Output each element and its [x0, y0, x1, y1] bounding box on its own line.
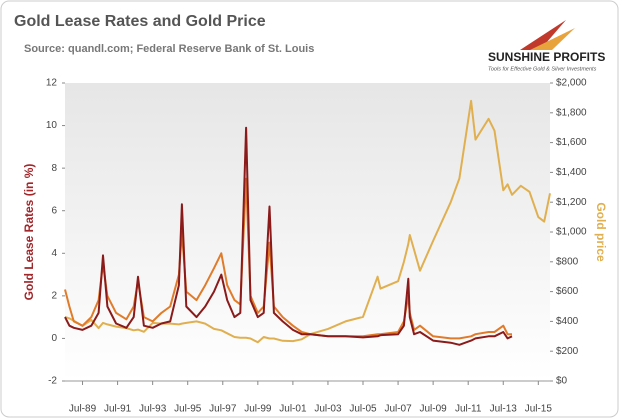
y2-tick-label: $400 [556, 316, 579, 327]
y-tick-label: 6 [51, 205, 57, 216]
y-axis-title: Gold Lease Rates (in %) [22, 164, 36, 301]
y2-tick-label: $1,600 [556, 137, 587, 148]
y-tick-label: 8 [51, 163, 57, 174]
x-tick-label: Jul-89 [69, 404, 97, 415]
y2-tick-label: $800 [556, 256, 579, 267]
logo: SUNSHINE PROFITS Tools for Effective Gol… [488, 20, 605, 72]
y2-tick-label: $2,000 [556, 78, 587, 89]
y2-axis-title: Gold price [594, 202, 608, 262]
y-tick-label: 4 [51, 248, 57, 259]
y2-tick-label: $1,400 [556, 167, 587, 178]
x-tick-label: Jul-97 [209, 404, 237, 415]
x-tick-label: Jul-01 [279, 404, 307, 415]
x-tick-label: Jul-09 [420, 404, 448, 415]
y-tick-label: 0 [51, 333, 57, 344]
x-tick-label: Jul-15 [525, 404, 553, 415]
y-tick-label: 10 [46, 120, 58, 131]
series-line [64, 177, 512, 340]
y2-tick-label: $1,200 [556, 197, 587, 208]
plot-area [65, 83, 550, 381]
y-tick-label: 2 [51, 290, 57, 301]
logo-text: SUNSHINE PROFITS [488, 50, 605, 64]
x-tick-label: Jul-95 [174, 404, 202, 415]
y2-tick-label: $200 [556, 346, 579, 357]
y-tick-label: -2 [48, 376, 57, 387]
x-tick-label: Jul-07 [384, 404, 412, 415]
chart-subtitle: Source: quandl.com; Federal Reserve Bank… [24, 43, 314, 55]
y2-tick-label: $0 [556, 376, 568, 387]
series-line [64, 126, 513, 346]
x-tick-label: Jul-99 [244, 404, 272, 415]
logo-tagline: Tools for Effective Gold & Silver Invest… [488, 66, 597, 72]
y2-tick-label: $1,800 [556, 107, 587, 118]
x-tick-label: Jul-93 [139, 404, 167, 415]
y-tick-label: 12 [46, 78, 58, 89]
chart-title: Gold Lease Rates and Gold Price [14, 13, 266, 30]
x-tick-label: Jul-03 [314, 404, 342, 415]
x-tick-label: Jul-13 [490, 404, 518, 415]
y2-tick-label: $1,000 [556, 227, 587, 238]
x-tick-label: Jul-91 [104, 404, 132, 415]
x-tick-label: Jul-05 [349, 404, 377, 415]
x-tick-label: Jul-11 [455, 404, 482, 415]
series-line [64, 99, 551, 344]
y2-tick-label: $600 [556, 286, 579, 297]
